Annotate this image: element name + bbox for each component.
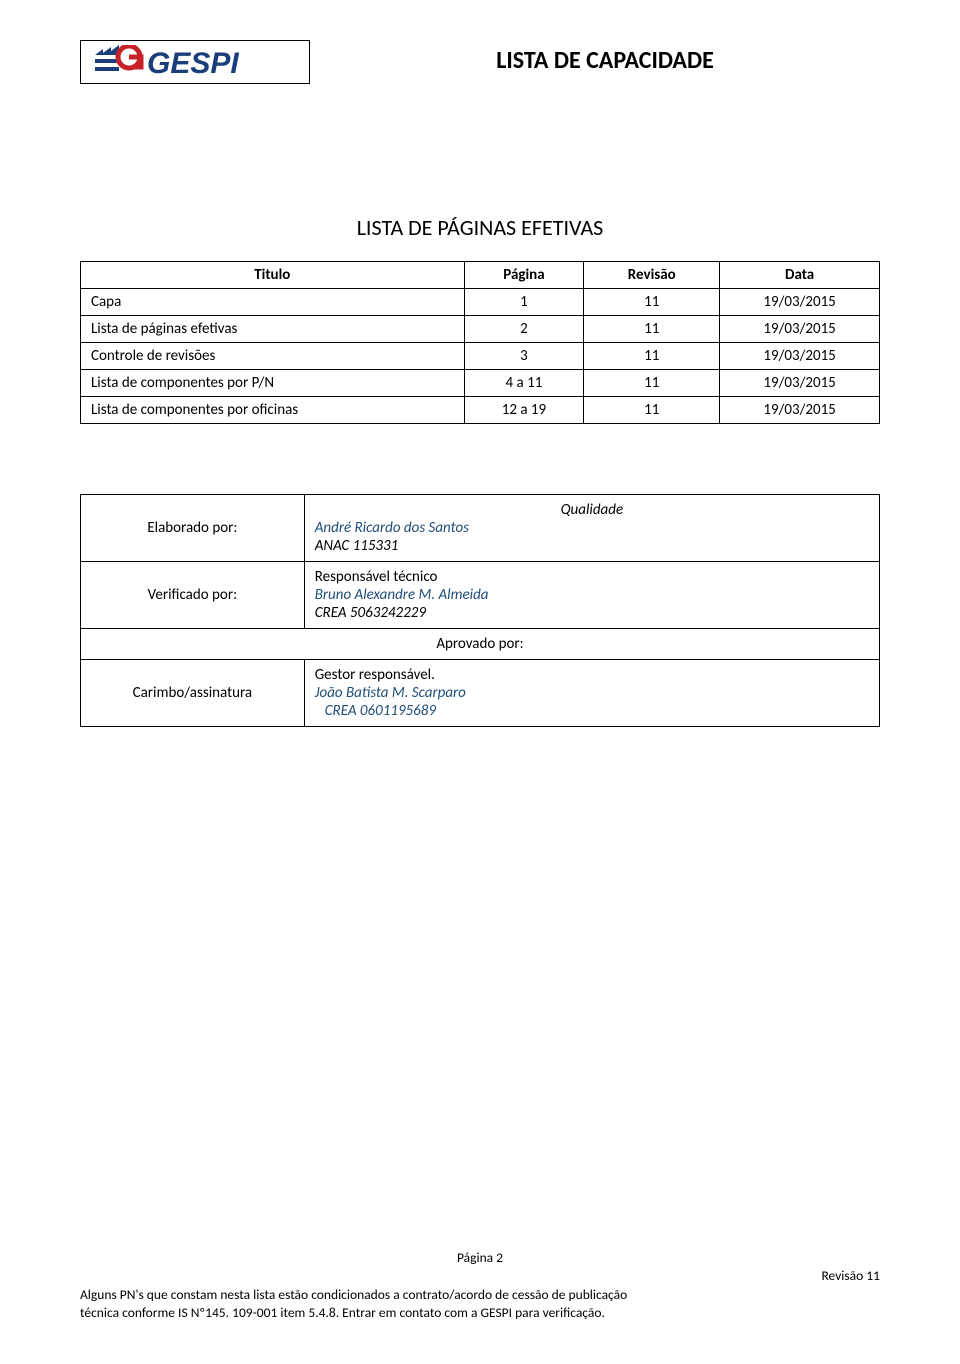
cell: Controle de revisões [81, 343, 465, 370]
gespi-logo: GESPI [89, 45, 299, 81]
role-title: Responsável técnico [315, 568, 869, 586]
cell: 4 a 11 [464, 370, 584, 397]
page-container: GESPI LISTA DE CAPACIDADE LISTA DE PÁGIN… [0, 0, 960, 1364]
table-body: Capa 1 11 19/03/2015 Lista de páginas ef… [81, 289, 880, 424]
signoff-row: Carimbo/assinatura Gestor responsável. J… [81, 660, 880, 727]
effective-pages-table: Titulo Página Revisão Data Capa 1 11 19/… [80, 261, 880, 424]
col-titulo: Titulo [81, 262, 465, 289]
signoff-table: Elaborado por: Qualidade André Ricardo d… [80, 494, 880, 727]
carimbo-role: Carimbo/assinatura [81, 660, 305, 727]
header-row: GESPI LISTA DE CAPACIDADE [80, 40, 880, 84]
role-id: CREA 5063242229 [315, 604, 869, 622]
cell: 2 [464, 316, 584, 343]
role-name: André Ricardo dos Santos [315, 519, 869, 537]
cell: 19/03/2015 [720, 316, 880, 343]
role-name: João Batista M. Scarparo [315, 684, 869, 702]
signoff-row: Verificado por: Responsável técnico Brun… [81, 562, 880, 629]
table-row: Capa 1 11 19/03/2015 [81, 289, 880, 316]
cell: 3 [464, 343, 584, 370]
table-row: Lista de componentes por P/N 4 a 11 11 1… [81, 370, 880, 397]
cell: 1 [464, 289, 584, 316]
cell: 19/03/2015 [720, 370, 880, 397]
document-title: LISTA DE CAPACIDADE [310, 40, 880, 75]
revision-label: Revisão 11 [80, 1267, 880, 1285]
role-id: CREA 0601195689 [315, 702, 869, 720]
cell: Lista de componentes por oficinas [81, 397, 465, 424]
role-title: Qualidade [315, 501, 869, 519]
signoff-row: Elaborado por: Qualidade André Ricardo d… [81, 495, 880, 562]
carimbo-detail: Gestor responsável. João Batista M. Scar… [304, 660, 879, 727]
cell: Lista de componentes por P/N [81, 370, 465, 397]
col-data: Data [720, 262, 880, 289]
footer-note-2: técnica conforme IS Nº145. 109-001 item … [80, 1304, 880, 1322]
cell: 11 [584, 397, 720, 424]
elaborado-detail: Qualidade André Ricardo dos Santos ANAC … [304, 495, 879, 562]
svg-text:GESPI: GESPI [147, 47, 239, 80]
table-row: Lista de páginas efetivas 2 11 19/03/201… [81, 316, 880, 343]
approved-header-row: Aprovado por: [81, 629, 880, 660]
table-row: Controle de revisões 3 11 19/03/2015 [81, 343, 880, 370]
cell: 11 [584, 316, 720, 343]
elaborado-role: Elaborado por: [81, 495, 305, 562]
table-row: Lista de componentes por oficinas 12 a 1… [81, 397, 880, 424]
role-name: Bruno Alexandre M. Almeida [315, 586, 869, 604]
cell: 12 a 19 [464, 397, 584, 424]
verificado-detail: Responsável técnico Bruno Alexandre M. A… [304, 562, 879, 629]
col-revisao: Revisão [584, 262, 720, 289]
approved-header: Aprovado por: [81, 629, 880, 660]
logo-box: GESPI [80, 40, 310, 84]
cell: Lista de páginas efetivas [81, 316, 465, 343]
cell: 19/03/2015 [720, 289, 880, 316]
footer-note-1: Alguns PN's que constam nesta lista estã… [80, 1286, 880, 1304]
cell: 19/03/2015 [720, 343, 880, 370]
page-footer: Página 2 Revisão 11 Alguns PN's que cons… [80, 1249, 880, 1322]
role-id: ANAC 115331 [315, 537, 869, 555]
cell: Capa [81, 289, 465, 316]
cell: 11 [584, 370, 720, 397]
page-number: Página 2 [80, 1249, 880, 1267]
section-title: LISTA DE PÁGINAS EFETIVAS [80, 214, 880, 241]
cell: 11 [584, 343, 720, 370]
verificado-role: Verificado por: [81, 562, 305, 629]
table-header-row: Titulo Página Revisão Data [81, 262, 880, 289]
cell: 19/03/2015 [720, 397, 880, 424]
role-title: Gestor responsável. [315, 666, 869, 684]
col-pagina: Página [464, 262, 584, 289]
cell: 11 [584, 289, 720, 316]
